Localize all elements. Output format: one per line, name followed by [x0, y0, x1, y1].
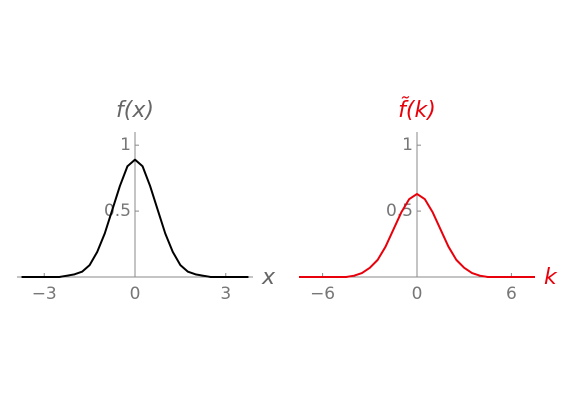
- x-tick-label: −6: [310, 284, 335, 304]
- x-axis-label: x: [261, 265, 276, 290]
- x-tick-label: 3: [220, 284, 231, 304]
- series-line: [299, 192, 535, 278]
- y-tick-label: 1: [402, 135, 413, 155]
- x-tick-label: 6: [506, 284, 517, 304]
- y-tick-label: 1: [120, 135, 131, 155]
- y-axis-label: f̃(k): [398, 97, 436, 123]
- y-tick-label: 0.5: [104, 201, 131, 221]
- x-tick-label: 0: [412, 284, 423, 304]
- series-line: [21, 158, 249, 278]
- x-tick-label: −3: [32, 284, 57, 304]
- y-axis-label: f(x): [116, 98, 154, 123]
- x-axis-label: k: [544, 265, 558, 290]
- y-tick-label: 0.5: [386, 201, 413, 221]
- x-tick-label: 0: [130, 284, 141, 304]
